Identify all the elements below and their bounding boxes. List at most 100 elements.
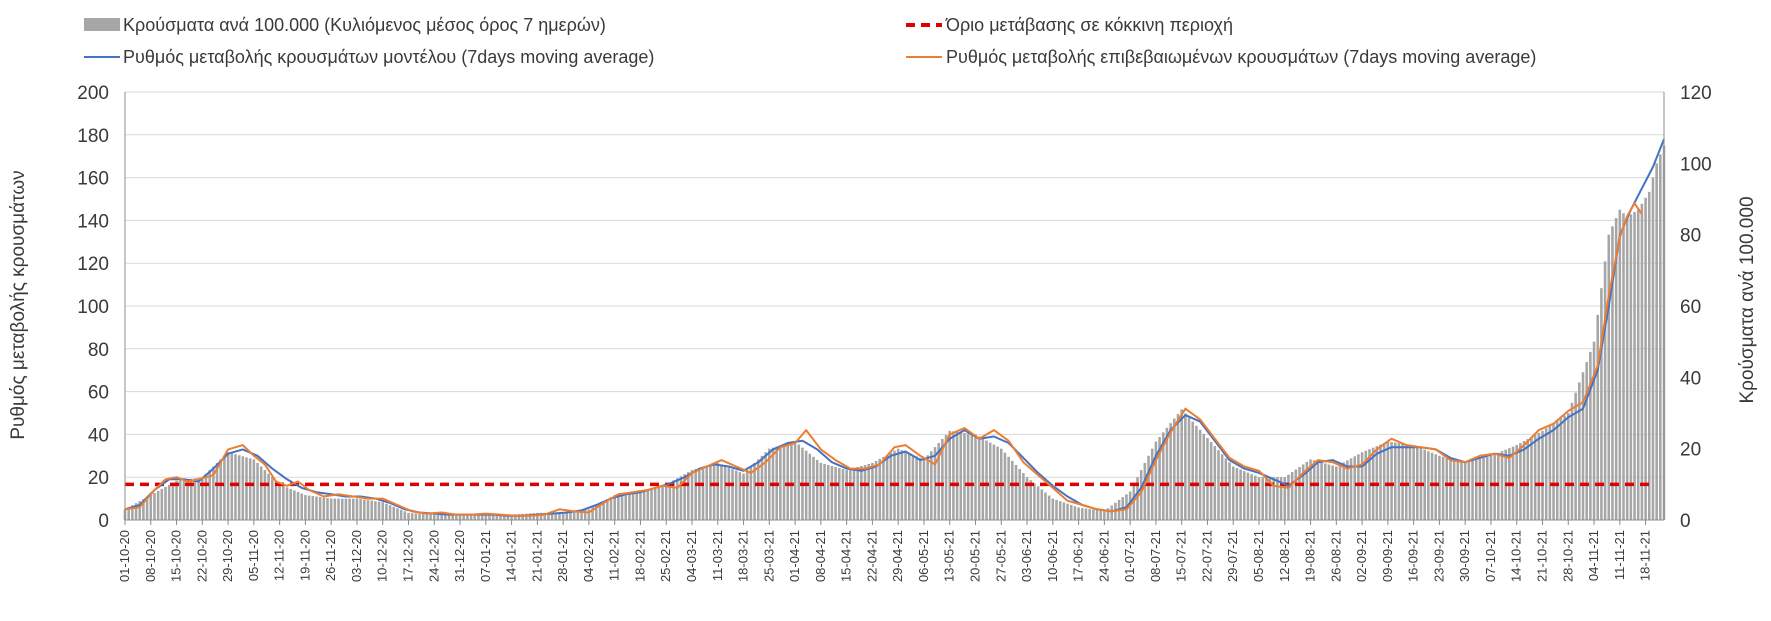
bar-207 <box>885 454 889 520</box>
bar-38 <box>263 470 267 520</box>
bar-174 <box>764 452 767 520</box>
bar-295 <box>1209 442 1213 520</box>
x-tick-label-27-05-21: 27-05-21 <box>993 530 1008 582</box>
bar-37 <box>259 466 263 520</box>
y-tick-label-180: 180 <box>77 126 109 147</box>
bar-203 <box>871 462 874 520</box>
bar-120 <box>565 512 569 520</box>
bar-61 <box>348 498 351 520</box>
bar-75 <box>399 509 403 520</box>
bar-195 <box>841 469 845 520</box>
bar-81 <box>421 513 425 520</box>
bar-202 <box>867 463 871 520</box>
bar-349 <box>1408 444 1412 520</box>
bar-77 <box>407 512 410 520</box>
bar-312 <box>1272 477 1276 520</box>
bar-264 <box>1095 510 1099 520</box>
bar-11 <box>164 486 167 520</box>
bar-221 <box>937 443 940 520</box>
x-tick-label-04-02-21: 04-02-21 <box>581 530 596 582</box>
bar-7 <box>149 495 153 520</box>
bar-329 <box>1335 466 1338 520</box>
bar-55 <box>326 498 329 520</box>
bar-173 <box>760 455 764 520</box>
bar-109 <box>525 513 528 520</box>
bar-241 <box>1011 460 1014 520</box>
bar-46 <box>293 490 296 520</box>
bar-49 <box>304 495 307 520</box>
bar-74 <box>396 508 399 520</box>
bar-218 <box>926 455 929 520</box>
x-tick-label-06-05-21: 06-05-21 <box>916 530 931 582</box>
bar-85 <box>436 514 440 520</box>
x-tick-label-25-02-21: 25-02-21 <box>658 530 673 582</box>
bar-219 <box>930 451 933 520</box>
bar-196 <box>845 470 848 520</box>
bar-166 <box>734 470 738 520</box>
bar-135 <box>620 494 624 520</box>
bar-322 <box>1309 459 1312 520</box>
bar-20 <box>197 477 200 520</box>
bar-242 <box>1014 464 1018 520</box>
bar-181 <box>790 442 793 520</box>
bar-260 <box>1080 508 1084 520</box>
bar-194 <box>837 468 841 520</box>
bar-27 <box>223 455 226 520</box>
bar-211 <box>900 450 904 520</box>
bar-193 <box>834 467 837 520</box>
bar-313 <box>1276 477 1279 520</box>
bar-298 <box>1220 454 1224 520</box>
bar-384 <box>1537 432 1541 520</box>
bar-32 <box>241 456 245 520</box>
bar-236 <box>992 444 996 520</box>
bar-140 <box>639 491 642 520</box>
x-tick-label-20-05-21: 20-05-21 <box>968 530 983 582</box>
bar-289 <box>1187 417 1191 520</box>
bar-128 <box>594 505 598 520</box>
bar-216 <box>918 457 922 520</box>
bar-387 <box>1548 425 1552 520</box>
x-tick-label-24-12-20: 24-12-20 <box>426 530 441 582</box>
x-tick-label-23-09-21: 23-09-21 <box>1431 530 1446 582</box>
bar-113 <box>539 512 543 520</box>
bar-83 <box>429 514 432 520</box>
x-tick-label-10-12-20: 10-12-20 <box>375 530 390 582</box>
bar-417 <box>1659 154 1662 520</box>
x-tick-label-28-01-21: 28-01-21 <box>555 530 570 582</box>
bar-254 <box>1058 501 1062 520</box>
x-tick-label-02-09-21: 02-09-21 <box>1354 530 1369 582</box>
bar-277 <box>1143 462 1147 520</box>
bar-15 <box>178 480 182 520</box>
bar-41 <box>274 480 278 520</box>
bar-3 <box>134 503 138 520</box>
bar-197 <box>849 469 852 520</box>
bar-415 <box>1651 177 1655 520</box>
bar-275 <box>1136 477 1139 520</box>
bar-319 <box>1298 467 1301 520</box>
bar-90 <box>455 514 458 520</box>
bar-149 <box>672 480 675 520</box>
bar-412 <box>1640 203 1644 520</box>
x-tick-label-03-12-20: 03-12-20 <box>349 530 364 582</box>
bar-360 <box>1449 458 1452 520</box>
bar-316 <box>1287 474 1290 520</box>
x-tick-label-05-08-21: 05-08-21 <box>1251 530 1266 582</box>
bar-169 <box>745 470 749 520</box>
bar-280 <box>1154 441 1158 520</box>
x-tick-label-19-11-20: 19-11-20 <box>297 530 312 581</box>
bar-301 <box>1231 466 1235 520</box>
bar-57 <box>333 498 337 520</box>
bar-204 <box>874 460 878 520</box>
bar-371 <box>1489 455 1493 520</box>
x-tick-label-18-03-21: 18-03-21 <box>736 530 751 582</box>
bar-65 <box>363 499 366 520</box>
bar-311 <box>1268 477 1272 520</box>
bar-186 <box>808 453 812 520</box>
bar-243 <box>1018 469 1021 520</box>
bar-66 <box>366 500 370 520</box>
bar-414 <box>1647 191 1651 520</box>
bar-336 <box>1360 452 1364 520</box>
bar-363 <box>1460 461 1463 520</box>
bar-152 <box>683 474 686 520</box>
bar-17 <box>186 479 189 520</box>
